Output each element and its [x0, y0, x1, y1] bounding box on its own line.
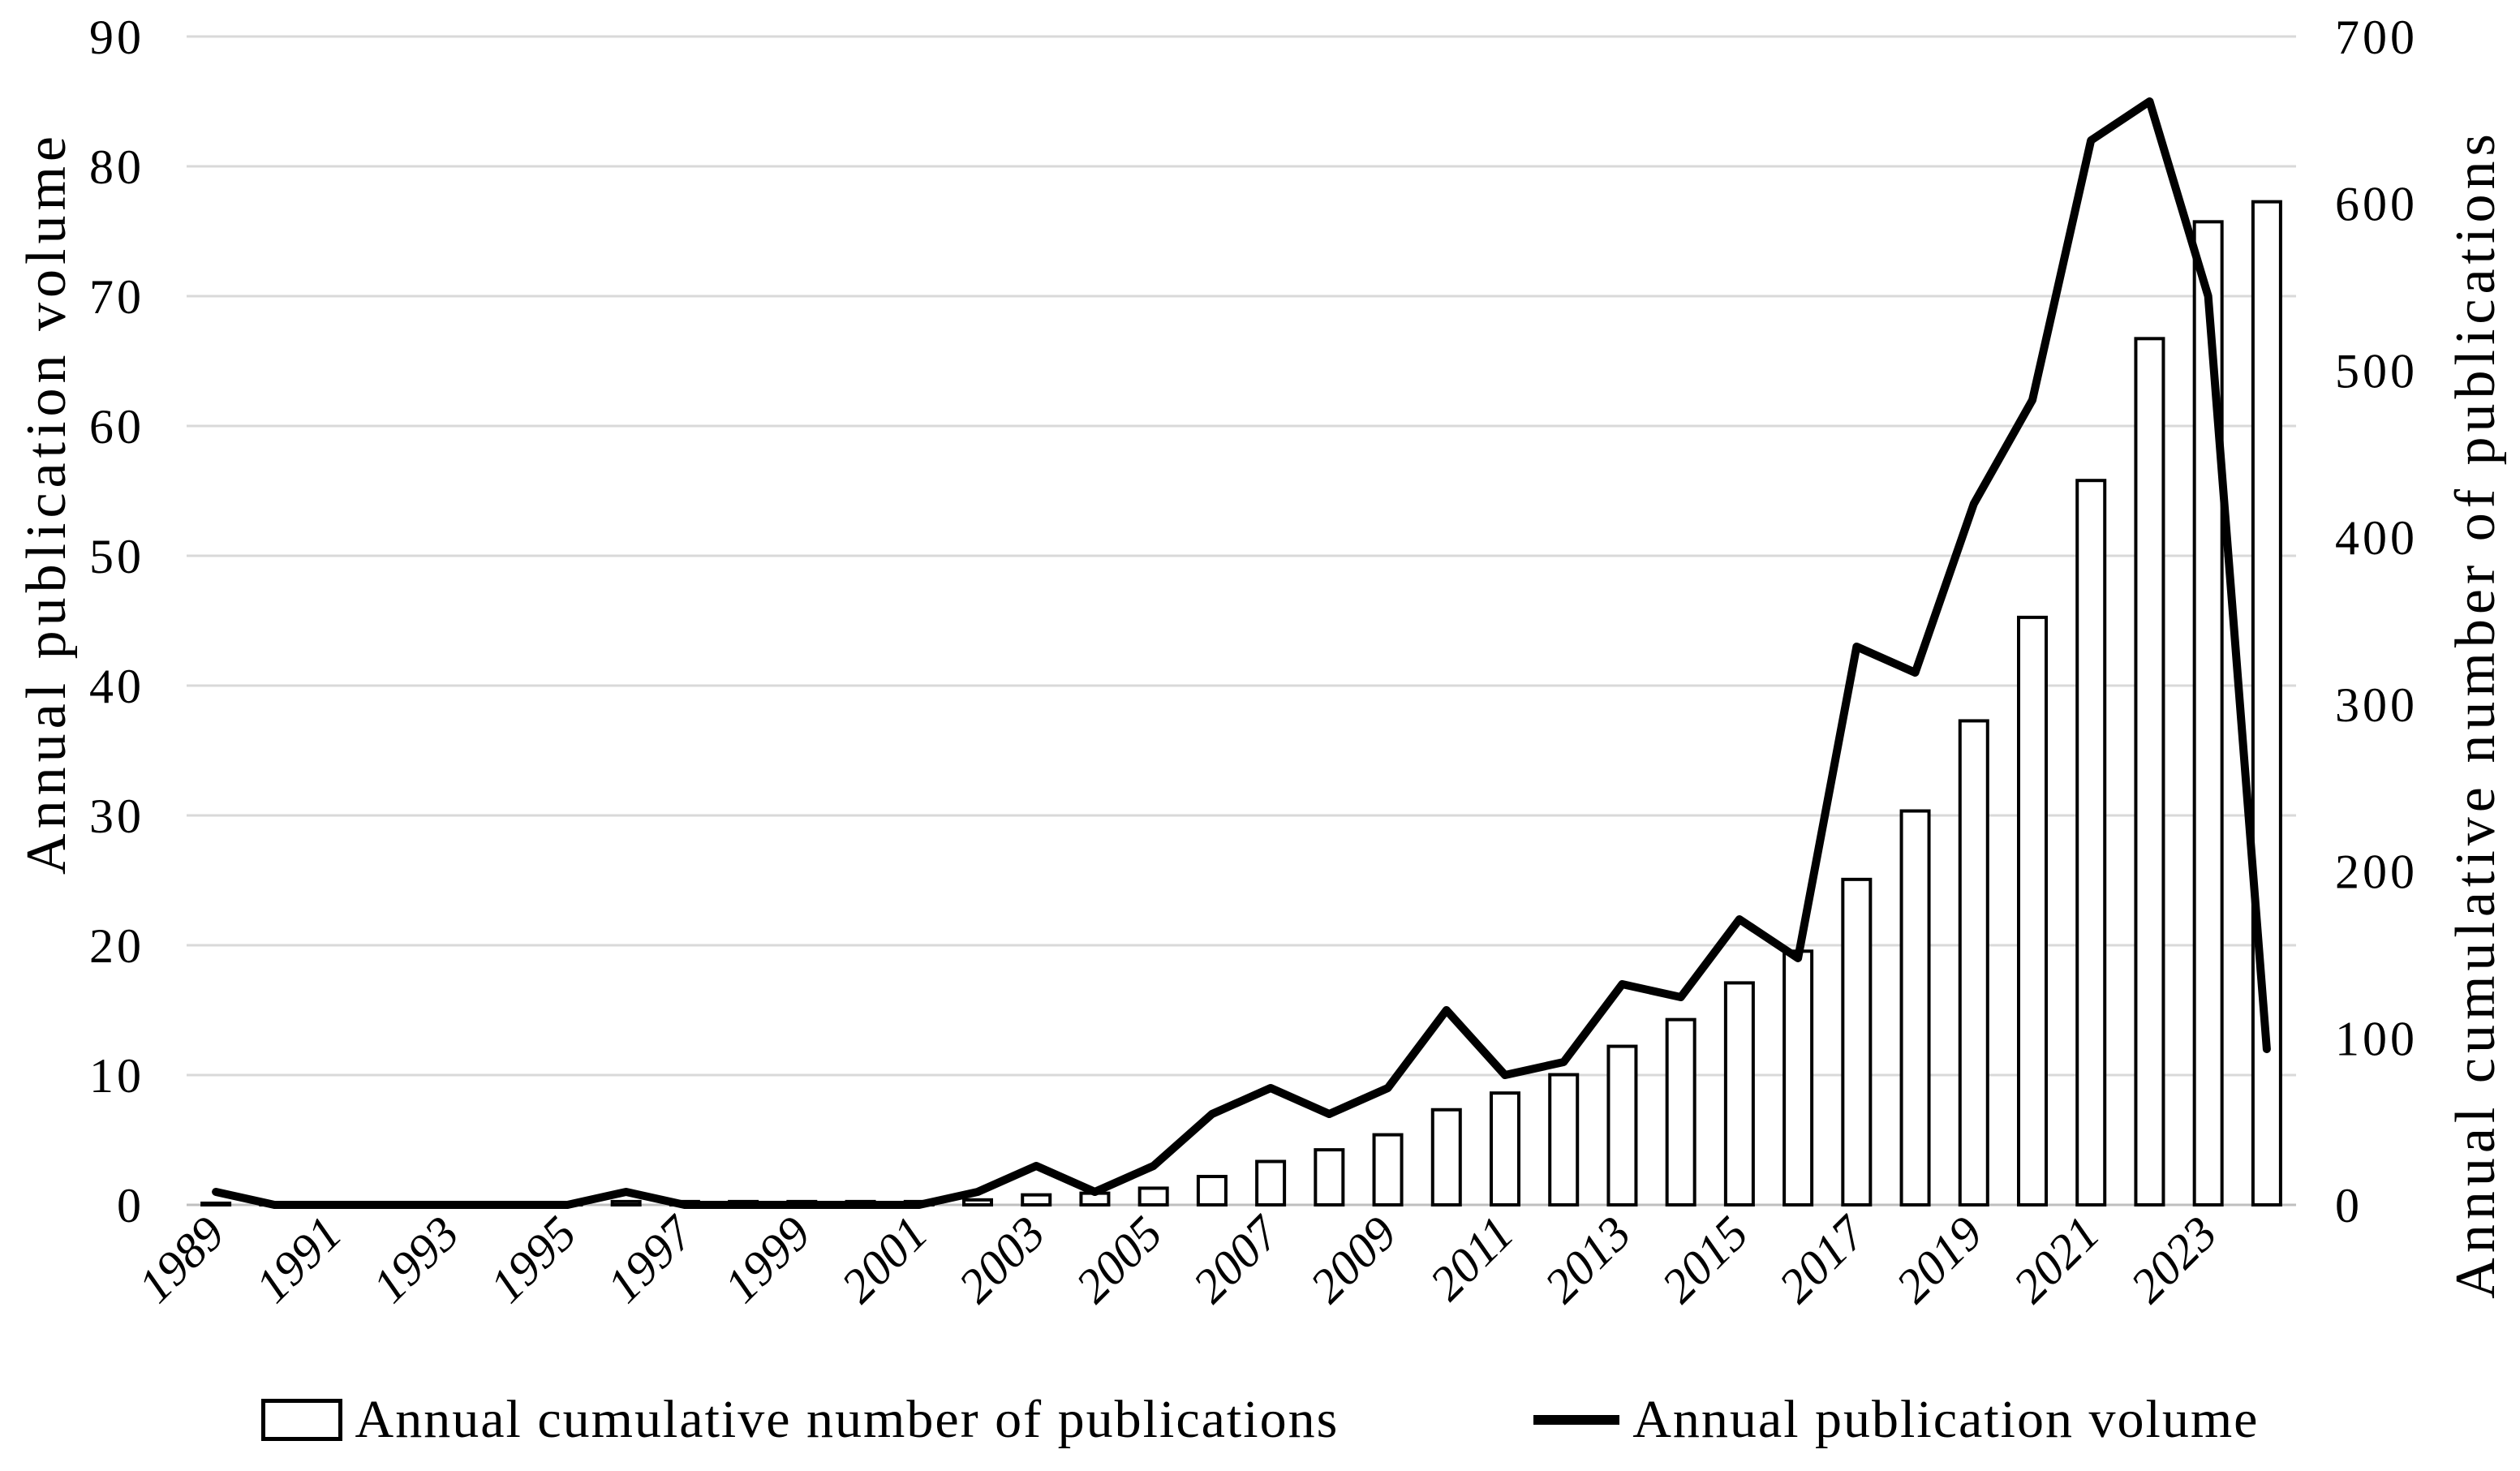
bar-2005 — [1137, 1186, 1169, 1207]
left-axis-tick-0: 0 — [117, 1179, 144, 1232]
bar-2024 — [2251, 200, 2282, 1207]
bar-2011 — [1490, 1091, 1520, 1206]
x-axis-tick-2009: 2009 — [1300, 1206, 1407, 1314]
bar-2019 — [1958, 719, 1989, 1206]
right-axis-title: Annual cumulative number of publications — [2445, 129, 2507, 1299]
left-axis-title: Annual publication volume — [15, 131, 78, 875]
x-axis-tick-2001: 2001 — [831, 1206, 938, 1314]
bar-2022 — [2134, 337, 2165, 1206]
x-axis-tick-1991: 1991 — [245, 1206, 352, 1314]
left-axis-tick-10: 10 — [89, 1049, 144, 1103]
x-axis-tick-1999: 1999 — [714, 1206, 821, 1314]
bar-2003 — [1021, 1193, 1052, 1206]
bar-2013 — [1606, 1044, 1638, 1206]
x-axis-tick-2013: 2013 — [1534, 1206, 1641, 1314]
legend: Annual cumulative number of publications… — [0, 1379, 2520, 1460]
bar-2018 — [1899, 809, 1931, 1206]
left-axis-tick-90: 90 — [89, 11, 144, 64]
legend-label-annual: Annual publication volume — [1632, 1390, 2260, 1449]
bar-2015 — [1723, 981, 1755, 1207]
bar-2006 — [1196, 1175, 1228, 1206]
right-axis-tick-400: 400 — [2335, 511, 2418, 565]
x-axis-tick-1993: 1993 — [363, 1206, 470, 1314]
x-axis-tick-2015: 2015 — [1652, 1206, 1759, 1314]
legend-item-annual: Annual publication volume — [1533, 1389, 2259, 1451]
legend-bar-swatch-icon — [260, 1399, 342, 1441]
x-axis-tick-2007: 2007 — [1183, 1204, 1292, 1313]
bar-2014 — [1665, 1017, 1696, 1206]
bar-1989 — [200, 1201, 232, 1207]
right-axis-tick-500: 500 — [2335, 344, 2418, 398]
bar-2002 — [962, 1198, 993, 1207]
right-axis-tick-0: 0 — [2335, 1179, 2363, 1232]
bar-2008 — [1314, 1148, 1345, 1206]
x-axis-tick-2011: 2011 — [1420, 1206, 1524, 1310]
bar-2012 — [1548, 1073, 1580, 1206]
left-axis-tick-50: 50 — [89, 530, 144, 583]
left-axis-tick-40: 40 — [89, 660, 144, 713]
legend-item-cumulative: Annual cumulative number of publications — [260, 1389, 1340, 1451]
bar-2020 — [2017, 615, 2048, 1206]
left-axis-tick-60: 60 — [89, 400, 144, 454]
right-axis-tick-100: 100 — [2335, 1012, 2418, 1065]
bar-2007 — [1255, 1159, 1287, 1206]
left-axis-tick-80: 80 — [89, 140, 144, 194]
right-axis-tick-200: 200 — [2335, 845, 2418, 899]
x-axis-tick-2023: 2023 — [2120, 1206, 2227, 1314]
x-axis-tick-2003: 2003 — [948, 1206, 1056, 1314]
x-axis-tick-2019: 2019 — [1886, 1206, 1993, 1314]
right-axis-tick-300: 300 — [2335, 678, 2418, 732]
x-axis-tick-2005: 2005 — [1065, 1206, 1172, 1314]
bar-2017 — [1841, 877, 1873, 1207]
left-axis-tick-70: 70 — [89, 270, 144, 324]
legend-label-cumulative: Annual cumulative number of publications — [355, 1390, 1340, 1449]
x-axis-tick-2021: 2021 — [2003, 1206, 2110, 1314]
bar-2021 — [2075, 479, 2107, 1206]
left-axis-tick-30: 30 — [89, 789, 144, 843]
bar-2010 — [1430, 1108, 1462, 1206]
right-axis-tick-600: 600 — [2335, 178, 2418, 231]
x-axis-tick-1997: 1997 — [597, 1204, 706, 1313]
bar-1996 — [610, 1199, 642, 1207]
bar-2009 — [1372, 1133, 1404, 1206]
legend-line-swatch-icon — [1533, 1415, 1620, 1425]
x-axis-tick-1995: 1995 — [479, 1206, 587, 1314]
line-series — [212, 97, 2271, 1209]
right-axis-tick-700: 700 — [2335, 11, 2418, 64]
left-axis-tick-20: 20 — [89, 919, 144, 973]
x-axis-tick-2017: 2017 — [1769, 1204, 1877, 1313]
bar-2016 — [1782, 949, 1814, 1207]
